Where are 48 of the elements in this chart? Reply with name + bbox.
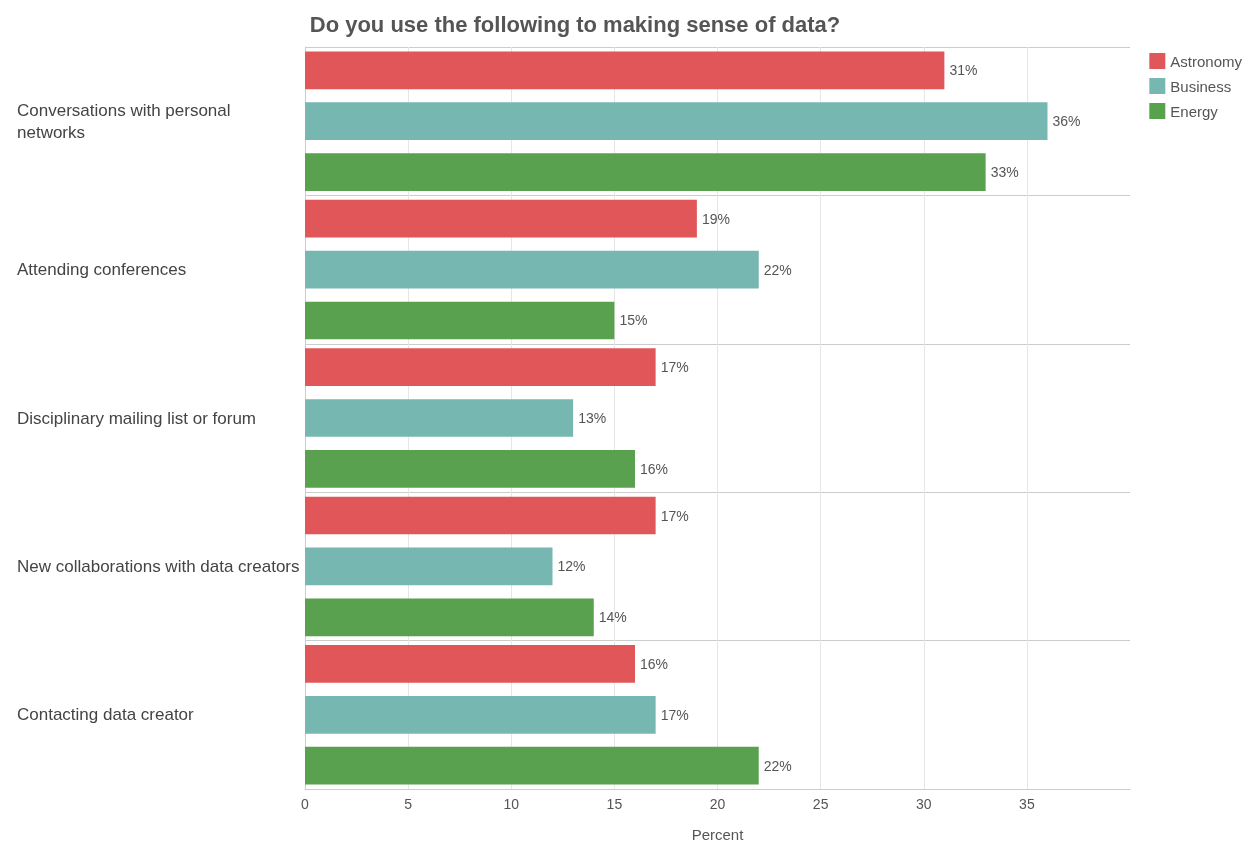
y-tick-label: Contacting data creator [17,705,195,725]
x-tick-label: 35 [1019,796,1035,812]
bar [305,746,759,785]
bar [305,399,574,437]
data-label: 36% [1052,113,1081,130]
bar [305,547,553,586]
bar [305,153,986,191]
y-tick-label: New collaborations with data creators [17,556,300,576]
y-tick-label: Conversations with personal networks [17,100,236,142]
y-tick-label: Disciplinary mailing list or forum [17,408,257,428]
legend-label: Business [1170,77,1232,95]
bar [305,496,656,535]
bar [305,695,656,734]
bar [305,348,656,386]
x-tick-label: 10 [503,796,520,812]
data-label: 15% [619,312,648,329]
legend-label: Astronomy [1170,52,1243,70]
bar [305,199,697,238]
x-tick-label: 15 [606,796,623,812]
data-label: 19% [701,210,730,227]
data-label: 14% [598,609,627,626]
chart-title: Do you use the following to making sense of data? [309,11,841,37]
data-label: 33% [990,164,1019,181]
bar [305,450,635,488]
bar [305,301,615,340]
x-tick-label: 25 [812,796,829,812]
data-label: 17% [660,706,689,723]
bar [305,250,759,289]
data-label: 22% [763,757,792,774]
x-tick-label: 0 [301,796,310,812]
data-label: 17% [660,359,689,376]
bar [305,645,635,683]
x-axis-title: Percent [691,826,745,843]
bar [305,102,1048,141]
data-label: 16% [640,460,669,477]
data-label: 12% [557,558,586,575]
x-tick-label: 5 [404,796,413,812]
bar [305,51,945,90]
data-label: 22% [763,261,792,278]
data-label: 13% [578,410,607,426]
data-label: 16% [640,655,669,672]
y-tick-label: Attending conferences [17,260,187,280]
x-tick-label: 20 [709,796,726,812]
data-label: 31% [949,62,978,79]
x-tick-label: 30 [915,796,932,812]
bar [305,598,594,637]
data-label: 17% [660,507,689,524]
legend-label: Energy [1170,102,1219,120]
